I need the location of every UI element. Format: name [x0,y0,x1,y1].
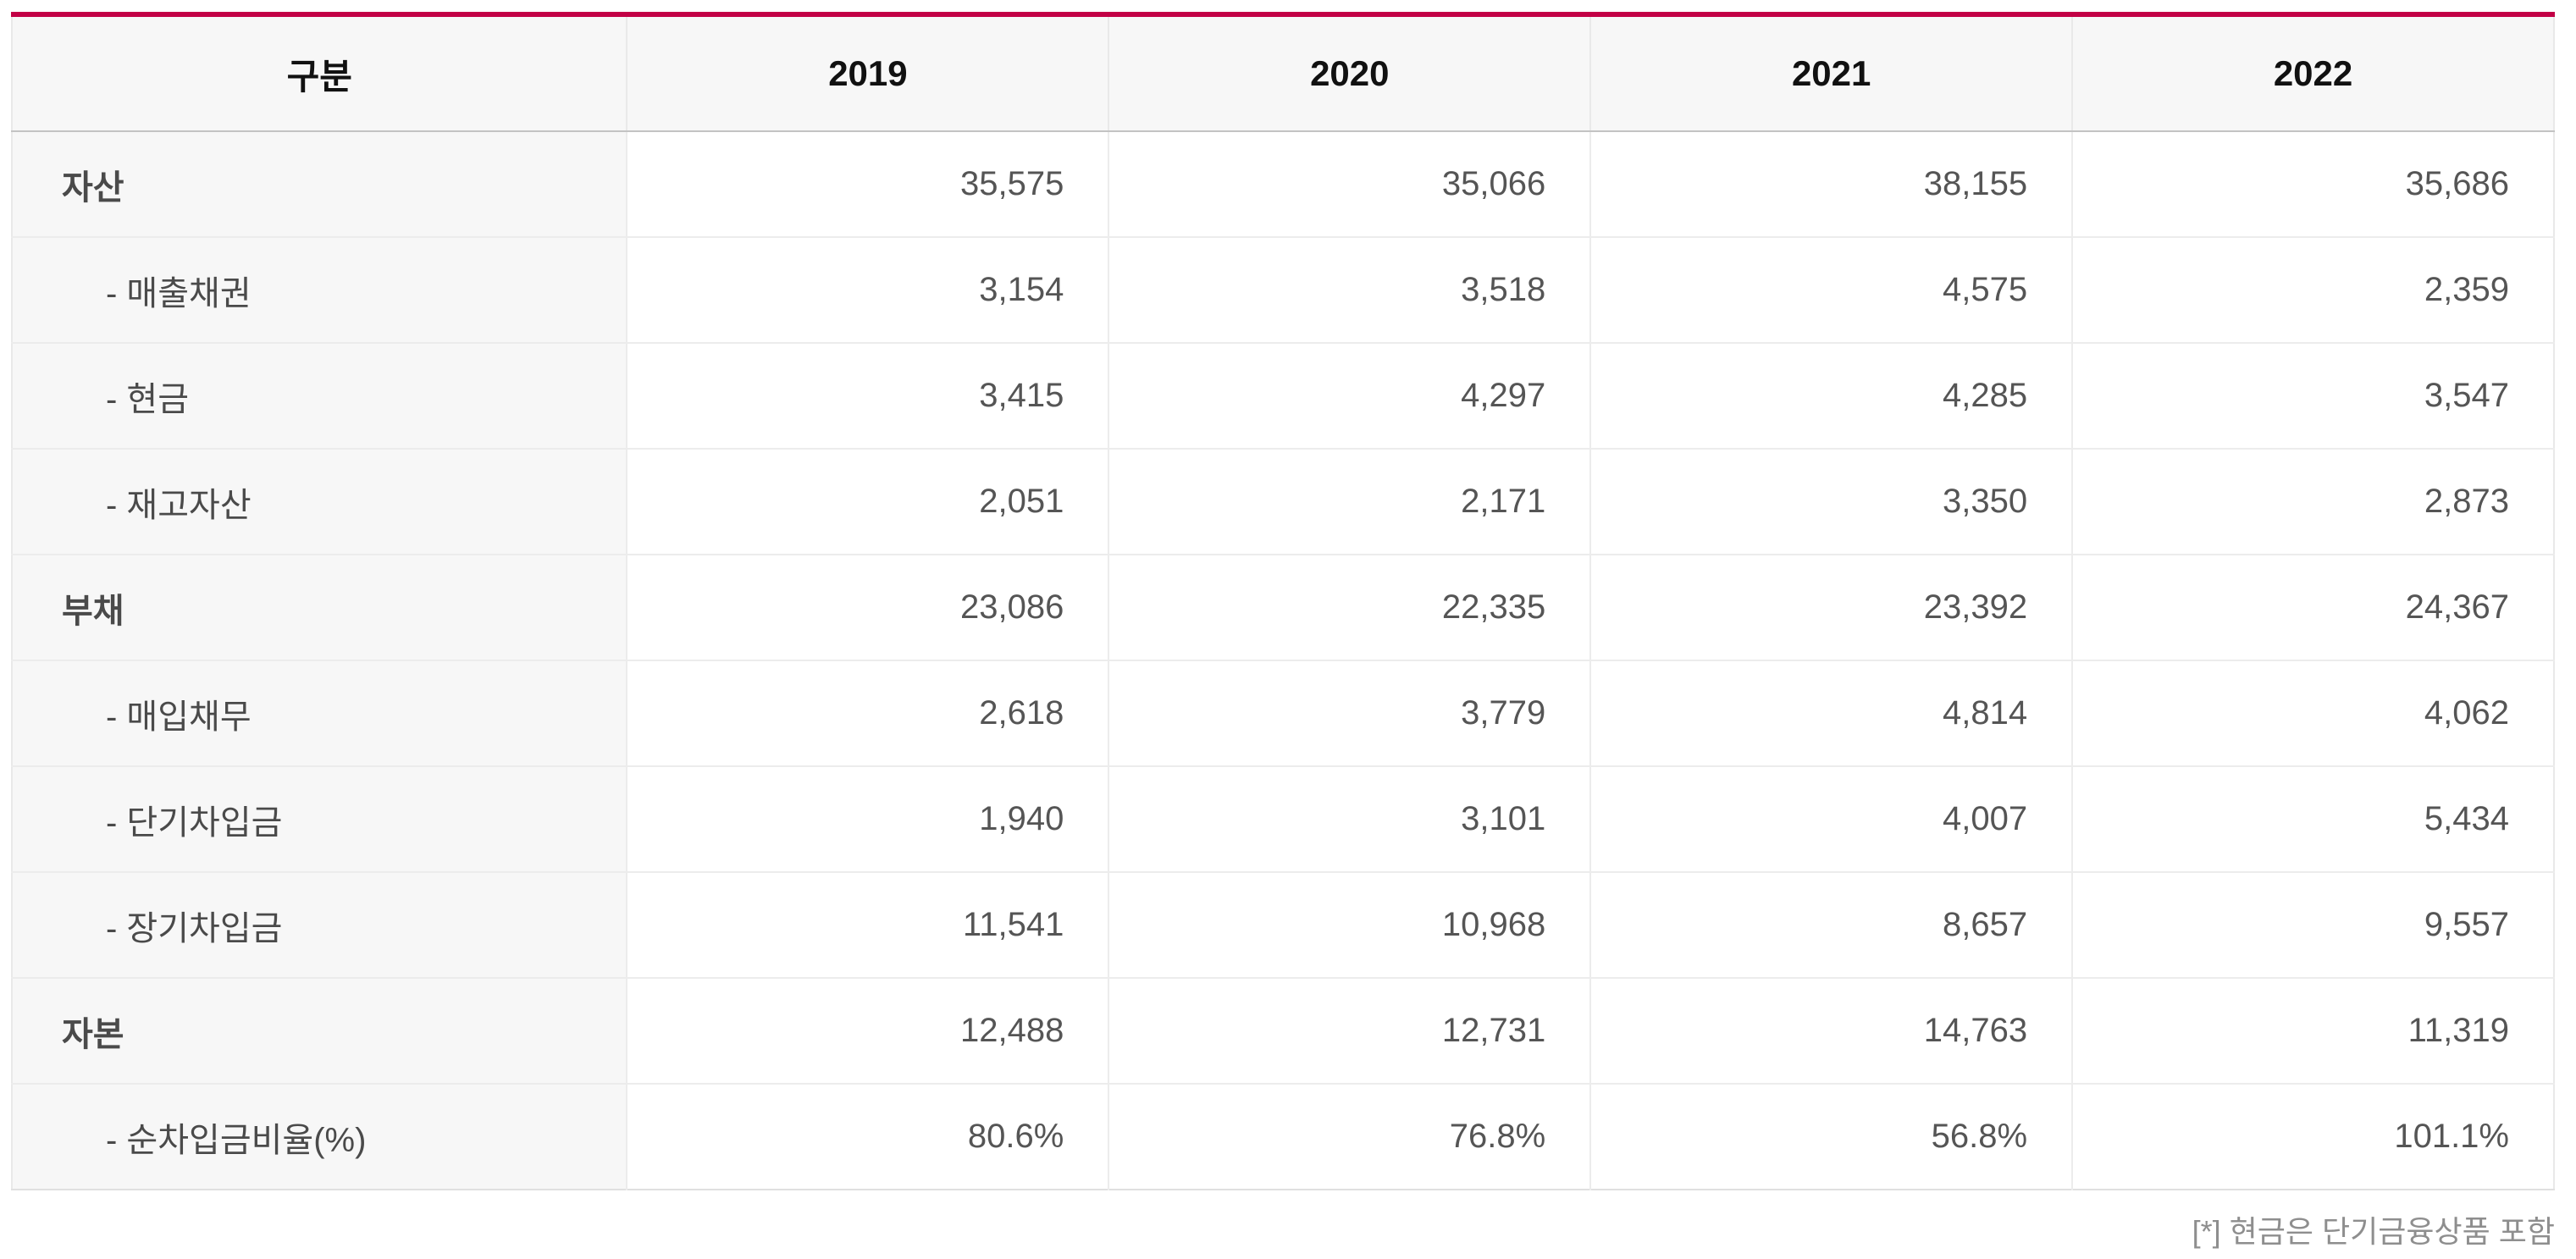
value-cell-2020: 3,101 [1108,766,1591,873]
column-header-2020: 2020 [1108,14,1591,132]
value-cell-2022: 11,319 [2071,978,2554,1085]
value-cell-2022: 24,367 [2071,555,2554,661]
column-header-2022: 2022 [2071,14,2554,132]
value-cell-2019: 35,575 [626,131,1109,238]
row-label: - 현금 [12,343,627,450]
value-cell-2022: 2,873 [2071,449,2554,555]
value-cell-2022: 5,434 [2071,766,2554,873]
value-cell-2022: 35,686 [2071,131,2554,238]
financial-summary-table: 구분 2019 2020 2021 2022 자산 35,575 35,066 … [11,12,2555,1190]
value-cell-2021: 4,575 [1589,237,2073,344]
value-cell-2019: 3,154 [626,237,1109,344]
footnote: [*] 현금은 단기금융상품 포함 [2192,1214,2555,1249]
value-cell-2021: 14,763 [1589,978,2073,1085]
column-header-2021: 2021 [1589,14,2073,132]
value-cell-2019: 2,051 [626,449,1109,555]
table-row: - 현금 3,415 4,297 4,285 3,547 [12,343,2554,450]
value-cell-2020: 10,968 [1108,872,1591,979]
table-row: 부채 23,086 22,335 23,392 24,367 [12,555,2554,661]
row-label: - 재고자산 [12,449,627,555]
table-row: - 순차입금비율(%) 80.6% 76.8% 56.8% 101.1% [12,1084,2554,1190]
row-label: 자본 [12,978,627,1085]
table-body: 자산 35,575 35,066 38,155 35,686 - 매출채권 3,… [12,131,2554,1190]
value-cell-2019: 11,541 [626,872,1109,979]
value-cell-2020: 35,066 [1108,131,1591,238]
value-cell-2019: 80.6% [626,1084,1109,1190]
table-row: - 매출채권 3,154 3,518 4,575 2,359 [12,237,2554,344]
table-row: - 매입채무 2,618 3,779 4,814 4,062 [12,660,2554,767]
row-label: - 매출채권 [12,237,627,344]
table-row: - 재고자산 2,051 2,171 3,350 2,873 [12,449,2554,555]
row-label: - 단기차입금 [12,766,627,873]
value-cell-2022: 9,557 [2071,872,2554,979]
row-label: - 장기차입금 [12,872,627,979]
value-cell-2022: 101.1% [2071,1084,2554,1190]
value-cell-2021: 38,155 [1589,131,2073,238]
value-cell-2021: 23,392 [1589,555,2073,661]
table-row: - 장기차입금 11,541 10,968 8,657 9,557 [12,872,2554,979]
value-cell-2022: 4,062 [2071,660,2554,767]
value-cell-2019: 2,618 [626,660,1109,767]
value-cell-2021: 3,350 [1589,449,2073,555]
value-cell-2021: 4,285 [1589,343,2073,450]
row-label: 부채 [12,555,627,661]
value-cell-2022: 2,359 [2071,237,2554,344]
value-cell-2021: 8,657 [1589,872,2073,979]
value-cell-2019: 1,940 [626,766,1109,873]
value-cell-2020: 12,731 [1108,978,1591,1085]
value-cell-2019: 12,488 [626,978,1109,1085]
row-label: - 매입채무 [12,660,627,767]
value-cell-2021: 56.8% [1589,1084,2073,1190]
header-row: 구분 2019 2020 2021 2022 [12,14,2554,132]
column-header-2019: 2019 [626,14,1109,132]
value-cell-2022: 3,547 [2071,343,2554,450]
value-cell-2019: 3,415 [626,343,1109,450]
value-cell-2019: 23,086 [626,555,1109,661]
value-cell-2020: 3,518 [1108,237,1591,344]
value-cell-2021: 4,814 [1589,660,2073,767]
row-label: - 순차입금비율(%) [12,1084,627,1190]
table-row: - 단기차입금 1,940 3,101 4,007 5,434 [12,766,2554,873]
value-cell-2020: 3,779 [1108,660,1591,767]
value-cell-2020: 22,335 [1108,555,1591,661]
column-header-category: 구분 [12,14,627,132]
value-cell-2020: 76.8% [1108,1084,1591,1190]
row-label: 자산 [12,131,627,238]
value-cell-2020: 4,297 [1108,343,1591,450]
table-row: 자본 12,488 12,731 14,763 11,319 [12,978,2554,1085]
value-cell-2020: 2,171 [1108,449,1591,555]
table-row: 자산 35,575 35,066 38,155 35,686 [12,131,2554,238]
value-cell-2021: 4,007 [1589,766,2073,873]
